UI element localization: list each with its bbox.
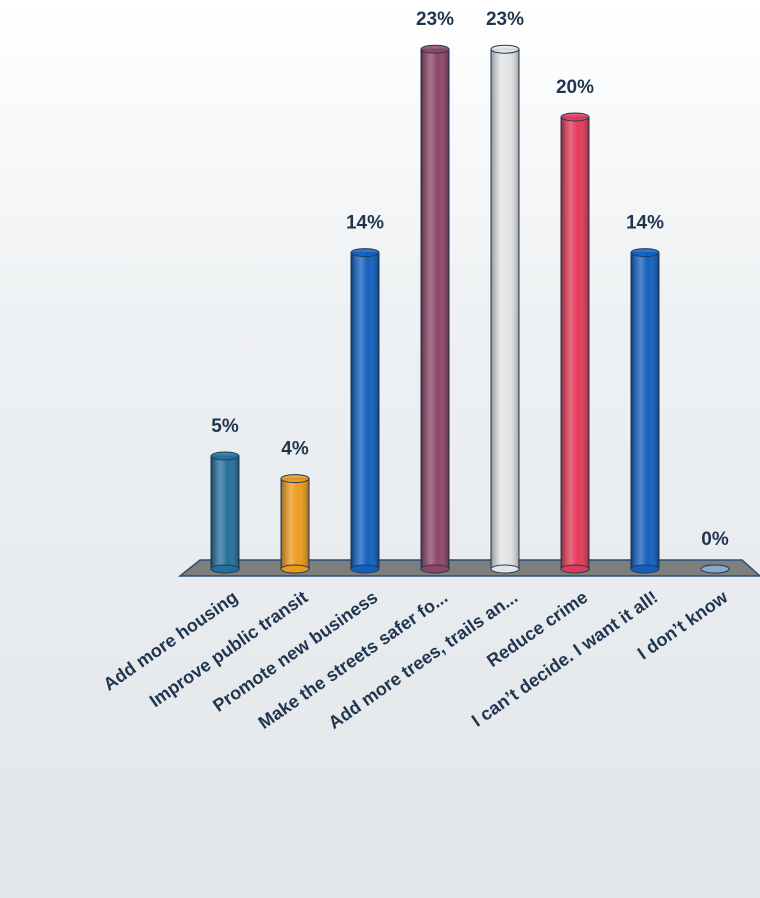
bar-cap [490, 44, 520, 54]
bar-cap [630, 248, 660, 258]
value-label: 23% [486, 9, 524, 30]
bar-base [350, 564, 380, 574]
bar-cap [210, 451, 240, 461]
bar-cap [350, 248, 380, 258]
bar-shade [351, 252, 379, 569]
bar-base [490, 564, 520, 574]
bar-base [280, 564, 310, 574]
bar-shade [281, 478, 309, 569]
value-label: 14% [626, 213, 664, 234]
bar-cap [560, 112, 590, 122]
value-label: 14% [346, 213, 384, 234]
bar-shade [491, 49, 519, 569]
bar-shade [631, 252, 659, 569]
bar-base [560, 564, 590, 574]
floor [177, 559, 760, 577]
value-label: 23% [416, 9, 454, 30]
value-label: 0% [701, 529, 729, 550]
bar-cap [280, 474, 310, 484]
bar-shade [561, 117, 589, 569]
bar-base [420, 564, 450, 574]
bar-base [210, 564, 240, 574]
bar-cap [700, 564, 730, 574]
value-label: 4% [281, 439, 309, 460]
value-label: 5% [211, 416, 239, 437]
bar-shade [421, 49, 449, 569]
bar-cap [420, 44, 450, 54]
bar-base [630, 564, 660, 574]
value-label: 20% [556, 77, 594, 98]
bar-shade [211, 456, 239, 569]
